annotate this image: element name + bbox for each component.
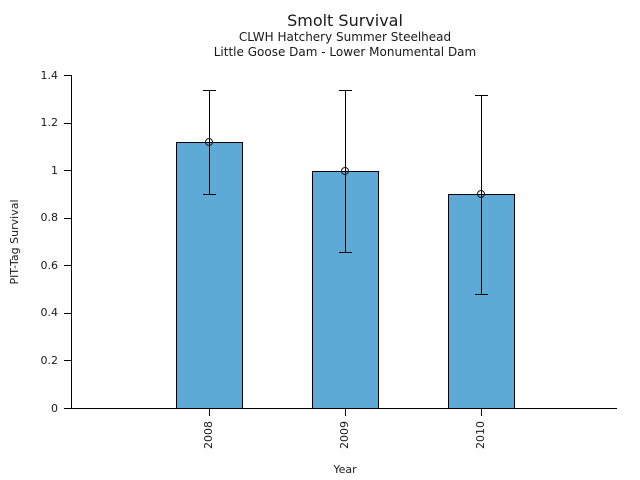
error-bar-cap-top [474,94,488,96]
chart-subtitle-line1: CLWH Hatchery Summer Steelhead [238,30,452,44]
y-tick [64,217,71,219]
y-tick-label: 0.4 [40,306,59,320]
point-marker [205,138,213,147]
y-tick-label: 0 [51,401,58,415]
y-tick [64,408,71,409]
chart-title: Smolt Survival [287,11,403,30]
y-tick-label: 1 [51,163,58,177]
y-tick-label: 0.8 [40,211,59,225]
y-tick [64,75,71,76]
x-axis-title: Year [333,463,357,476]
point-marker [341,166,349,175]
bar-2010 [447,194,515,409]
error-bar-cap-bottom [338,251,352,253]
y-tick [64,170,71,172]
y-tick [64,122,71,124]
x-tick [208,409,210,416]
x-tick-label: 2008 [202,421,215,449]
error-bar-cap-bottom [202,194,216,196]
y-tick-label: 0.2 [40,353,59,367]
y-tick-label: 0.6 [40,258,59,272]
y-tick [64,265,71,267]
y-axis-title: PIT-Tag Survival [8,199,21,285]
y-axis-line [71,75,72,409]
x-tick [344,409,346,416]
y-tick [64,360,71,362]
error-bar-cap-bottom [474,294,488,296]
y-tick-label: 1.2 [40,116,59,130]
x-tick-label: 2010 [474,421,487,449]
error-bar-cap-top [202,89,216,91]
x-tick-label: 2009 [338,421,351,449]
y-tick-label: 1.4 [40,68,59,82]
y-tick [64,312,71,314]
error-bar-cap-top [338,89,352,91]
x-tick [480,409,482,416]
chart-subtitle-line2: Little Goose Dam - Lower Monumental Dam [213,45,477,59]
point-marker [477,190,485,199]
